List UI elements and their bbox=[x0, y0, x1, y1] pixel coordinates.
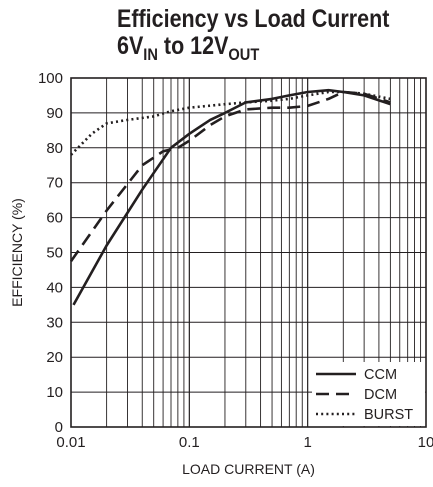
legend-label-dcm: DCM bbox=[364, 387, 397, 403]
y-tick-label: 20 bbox=[46, 349, 63, 366]
series-burst-line bbox=[70, 90, 391, 156]
y-tick-label: 70 bbox=[46, 175, 63, 192]
y-axis-label: EFFICIENCY (%) bbox=[9, 198, 25, 307]
y-tick-label: 10 bbox=[46, 384, 63, 401]
plot-frame bbox=[70, 77, 427, 428]
series-dcm-line bbox=[69, 90, 391, 262]
x-axis-label: LOAD CURRENT (A) bbox=[182, 461, 315, 477]
x-tick-label: 0.1 bbox=[179, 434, 200, 451]
series-lines bbox=[69, 88, 391, 306]
title-mid: to 12V bbox=[157, 32, 229, 60]
y-tick-label: 0 bbox=[55, 419, 63, 436]
grid bbox=[71, 78, 426, 427]
y-tick-label: 30 bbox=[46, 314, 63, 331]
y-tick-label: 40 bbox=[46, 279, 63, 296]
y-tick-label: 80 bbox=[46, 140, 63, 157]
tick-labels: 0 10 20 30 40 50 60 70 80 90 100 0.01 0.1 1 10 bbox=[38, 70, 433, 451]
x-tick-label: 10 bbox=[418, 434, 433, 451]
legend-label-burst: BURST bbox=[364, 407, 413, 423]
y-tick-label: 60 bbox=[46, 210, 63, 227]
x-tick-label: 0.01 bbox=[56, 434, 85, 451]
legend-label-ccm: CCM bbox=[364, 367, 397, 383]
legend: CCM DCM BURST bbox=[312, 362, 425, 426]
legend-background bbox=[312, 362, 425, 426]
title-sub-in: IN bbox=[143, 45, 158, 64]
title-sub-out: OUT bbox=[228, 45, 260, 64]
y-tick-label: 100 bbox=[38, 70, 63, 87]
chart-title-line1: Efficiency vs Load Current bbox=[117, 5, 390, 33]
title-v1: 6V bbox=[117, 32, 144, 60]
y-tick-label: 90 bbox=[46, 105, 63, 122]
chart-title-line2: 6VIN to 12VOUT bbox=[117, 31, 260, 64]
y-tick-label: 50 bbox=[46, 245, 63, 262]
x-tick-label: 1 bbox=[303, 434, 311, 451]
